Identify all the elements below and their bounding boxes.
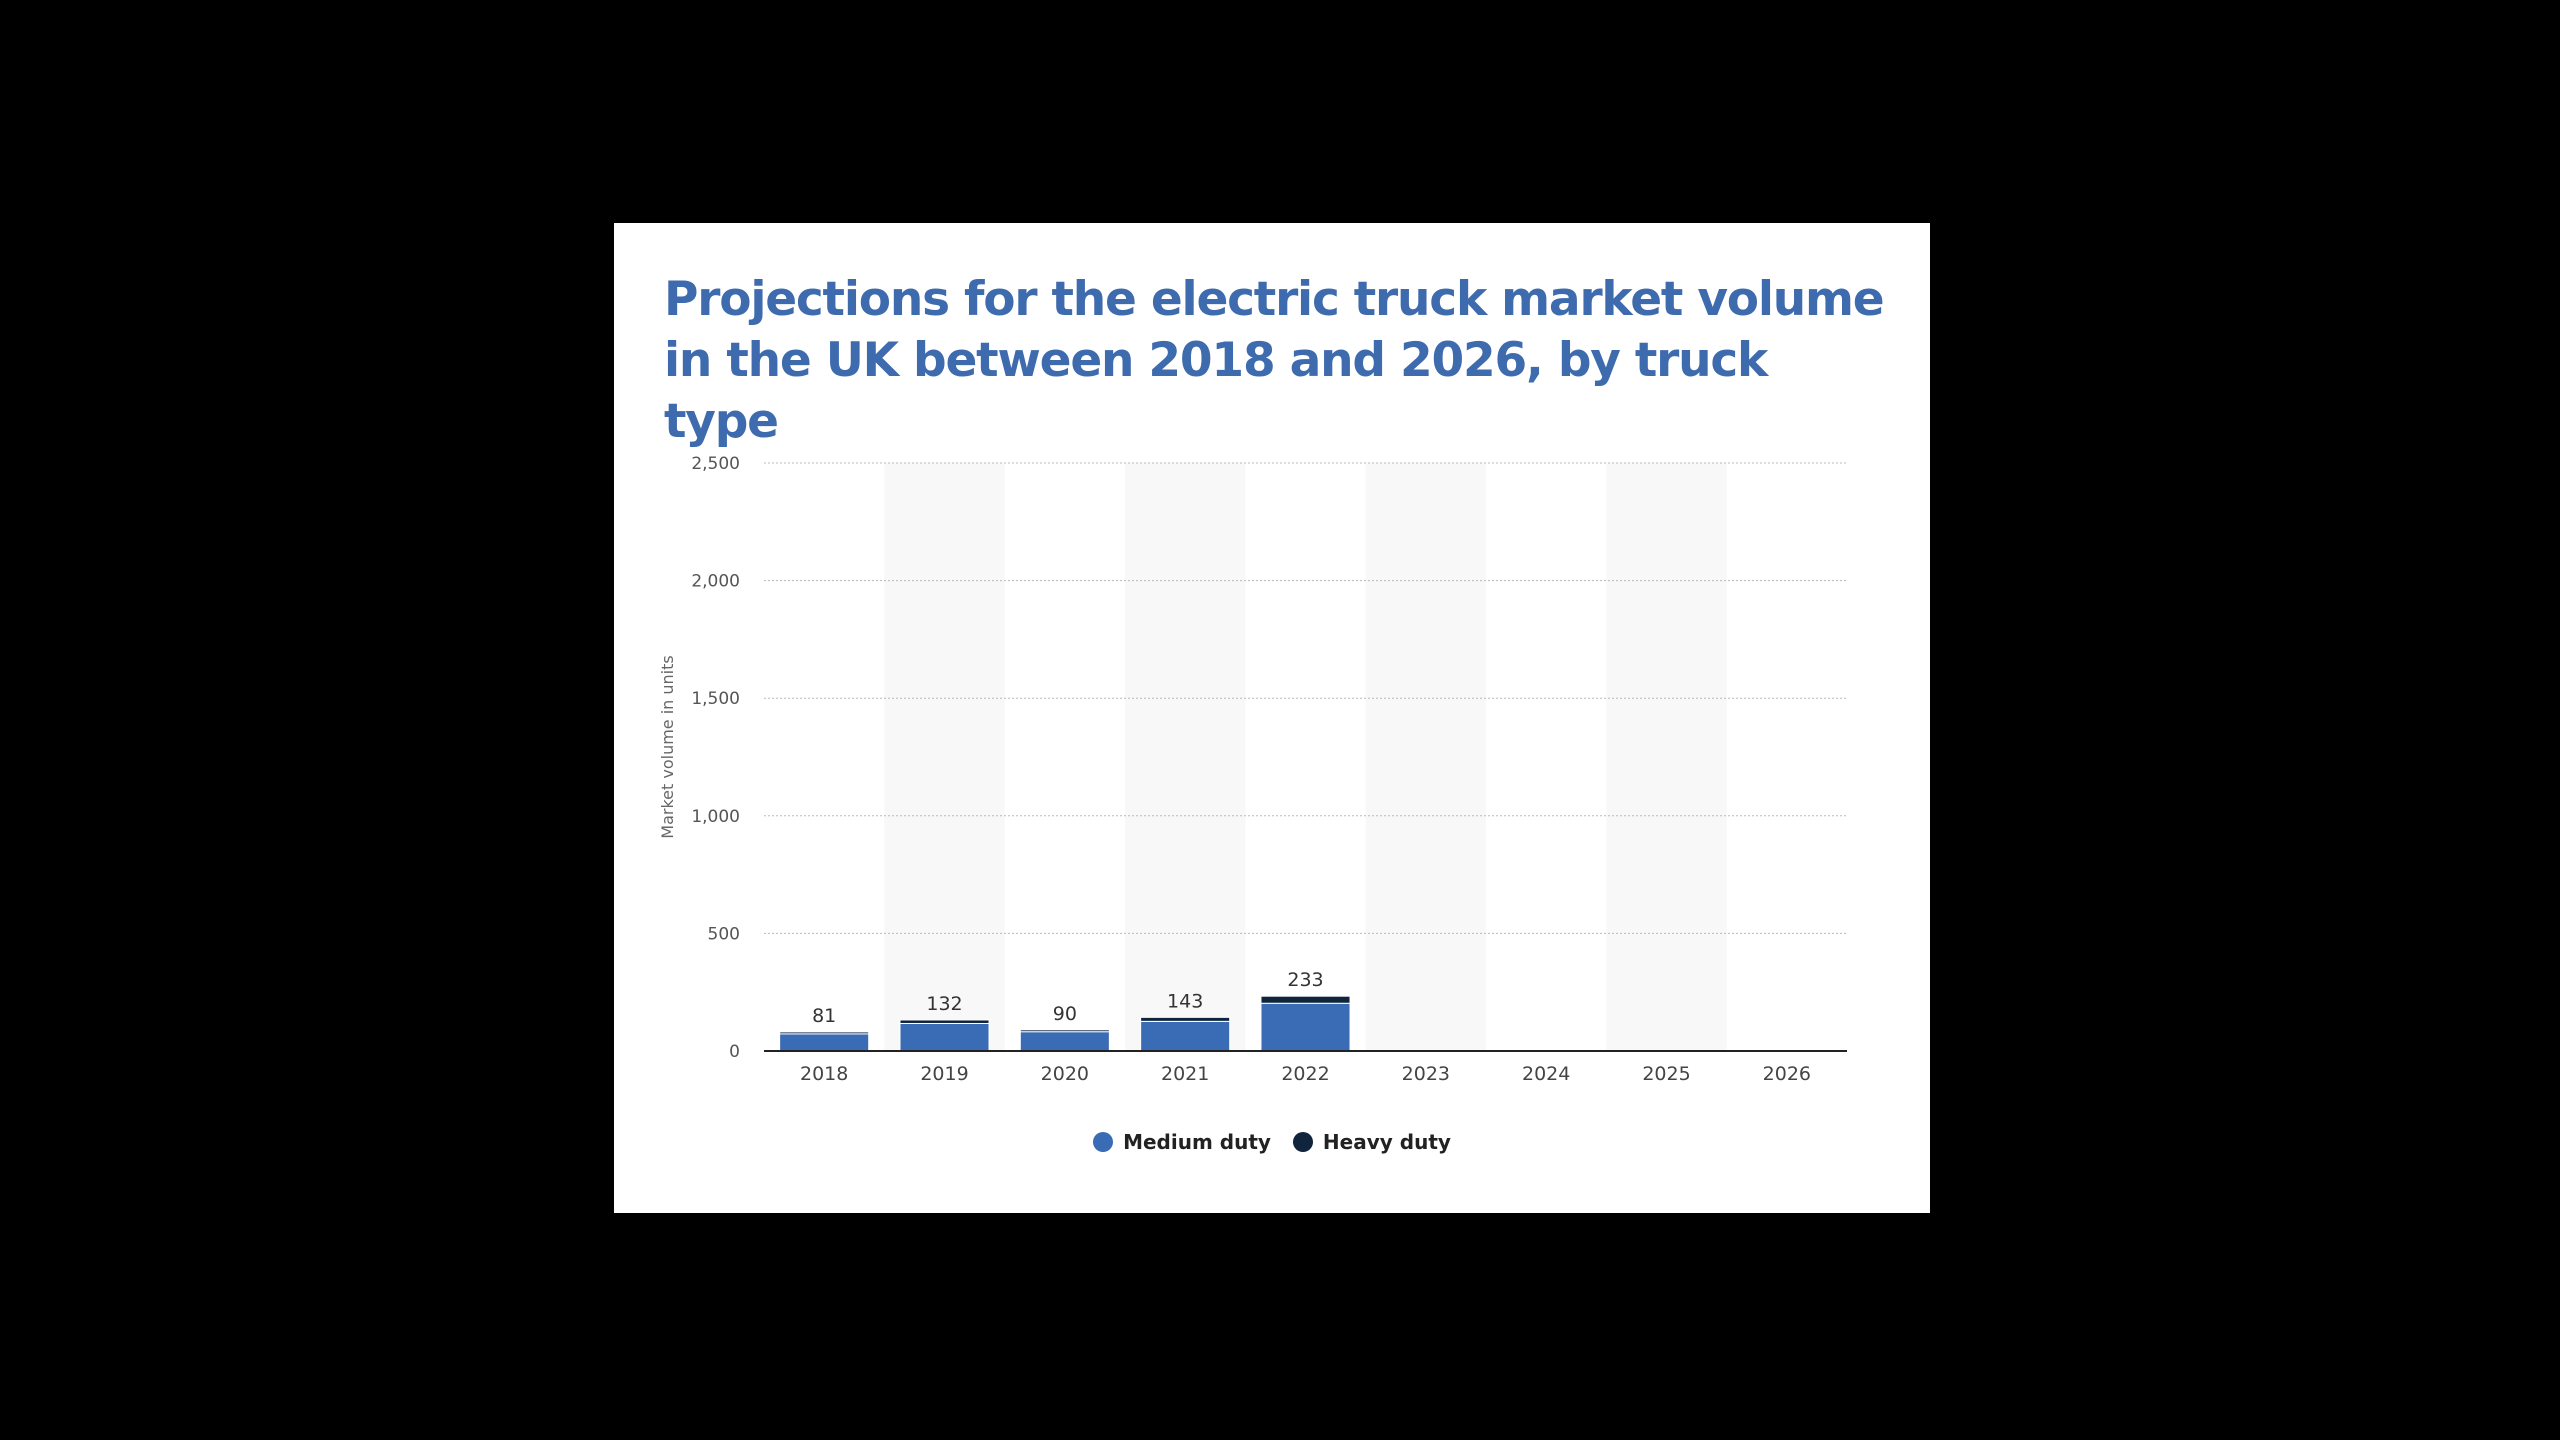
bar-medium-duty xyxy=(1140,1020,1231,1052)
column-band xyxy=(884,463,1005,1051)
x-tick-label: 2023 xyxy=(1402,1063,1450,1085)
chart-card: Projections for the electric truck marke… xyxy=(614,223,1930,1213)
x-tick-label: 2020 xyxy=(1041,1063,1089,1085)
legend-item[interactable]: Heavy duty xyxy=(1292,1130,1451,1154)
y-axis-title: Market volume in units xyxy=(658,655,677,838)
chart-legend: Medium duty Heavy duty xyxy=(614,1127,1930,1157)
column-band xyxy=(1606,463,1727,1051)
chart-title: Projections for the electric truck marke… xyxy=(664,272,1885,449)
legend-label: Heavy duty xyxy=(1322,1130,1451,1154)
bar-medium-duty xyxy=(899,1022,990,1052)
legend-label: Medium duty xyxy=(1123,1130,1271,1154)
bar-heavy-duty xyxy=(899,1019,990,1024)
y-tick-label: 1,500 xyxy=(691,689,740,709)
y-tick-label: 1,000 xyxy=(691,807,740,827)
bar-heavy-duty xyxy=(1019,1029,1110,1033)
bar-medium-duty xyxy=(1019,1031,1110,1052)
bar-medium-duty xyxy=(779,1033,870,1052)
x-tick-label: 2025 xyxy=(1642,1063,1690,1085)
bar-heavy-duty xyxy=(779,1031,870,1035)
y-tick-label: 0 xyxy=(729,1042,740,1062)
legend-item[interactable]: Medium duty xyxy=(1093,1130,1271,1154)
bar-medium-duty xyxy=(1260,1002,1351,1052)
data-label: 132 xyxy=(926,993,962,1015)
bar-heavy-duty xyxy=(1260,995,1351,1004)
data-label: 90 xyxy=(1053,1003,1077,1025)
column-band xyxy=(1125,463,1246,1051)
x-tick-label: 2021 xyxy=(1161,1063,1209,1085)
y-tick-label: 2,000 xyxy=(691,572,740,592)
x-tick-label: 2024 xyxy=(1522,1063,1570,1085)
x-tick-label: 2022 xyxy=(1281,1063,1329,1085)
data-label: 233 xyxy=(1287,969,1323,991)
x-tick-label: 2018 xyxy=(800,1063,848,1085)
bar-heavy-duty xyxy=(1140,1016,1231,1022)
column-band xyxy=(1365,463,1486,1051)
data-label: 81 xyxy=(812,1005,836,1027)
data-label: 143 xyxy=(1167,990,1203,1012)
y-tick-label: 500 xyxy=(708,924,740,944)
legend-swatch xyxy=(1093,1132,1114,1152)
y-tick-label: 2,500 xyxy=(691,454,740,474)
x-tick-label: 2019 xyxy=(920,1063,968,1085)
bar-chart: 0 500 1,000 1,500 2,000 2,500 Market volume in… xyxy=(658,454,1847,1085)
legend-swatch xyxy=(1292,1132,1313,1152)
x-tick-label: 2026 xyxy=(1763,1063,1811,1085)
